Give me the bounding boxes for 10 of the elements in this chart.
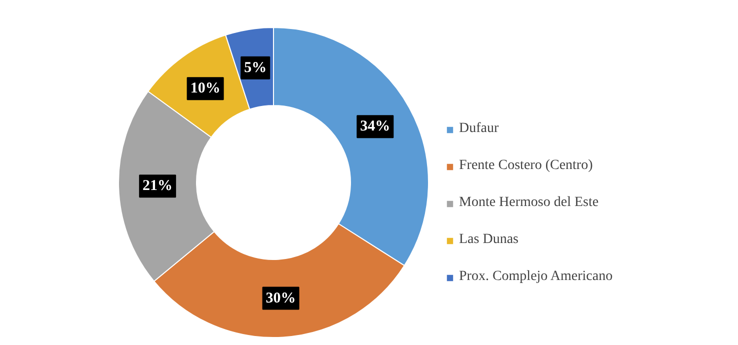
data-label: 30% bbox=[266, 290, 296, 306]
legend-label: Monte Hermoso del Este bbox=[459, 195, 599, 211]
legend-label: Dufaur bbox=[459, 121, 499, 137]
data-label: 21% bbox=[142, 178, 173, 194]
data-label: 34% bbox=[360, 118, 390, 135]
data-label: 5% bbox=[244, 60, 267, 76]
legend-label: Las Dunas bbox=[459, 232, 518, 248]
data-label: 10% bbox=[190, 80, 220, 97]
legend-label: Frente Costero (Centro) bbox=[459, 158, 593, 174]
legend-label: Prox. Complejo Americano bbox=[459, 269, 613, 285]
